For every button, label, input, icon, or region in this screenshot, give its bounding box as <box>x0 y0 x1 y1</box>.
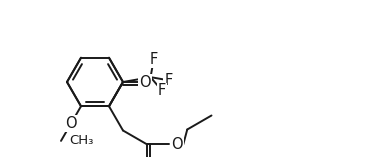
Text: F: F <box>158 83 166 98</box>
Text: F: F <box>164 73 172 88</box>
Text: O: O <box>171 137 183 152</box>
Text: O: O <box>139 75 151 89</box>
Text: O: O <box>65 116 77 131</box>
Text: F: F <box>150 52 158 67</box>
Text: CH₃: CH₃ <box>69 134 93 147</box>
